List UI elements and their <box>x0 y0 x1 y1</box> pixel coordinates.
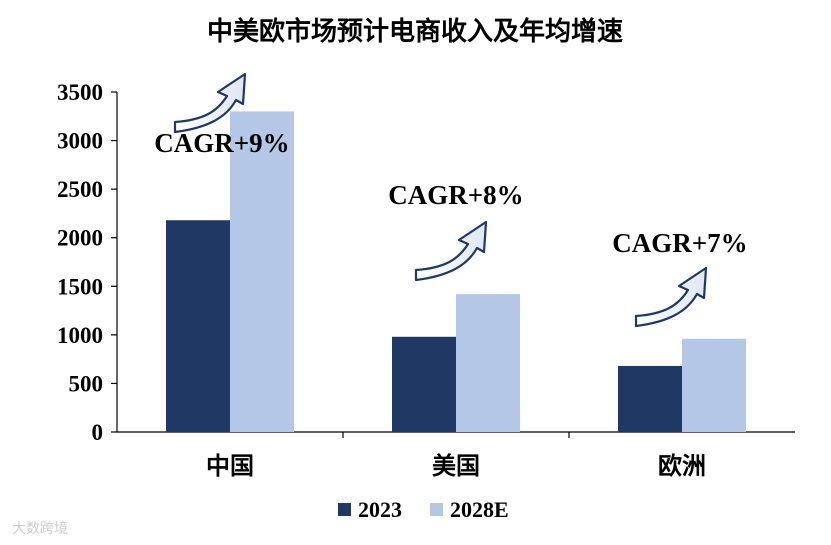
chart-legend: 2023 2028E <box>338 497 509 522</box>
chart-bars <box>166 111 746 432</box>
chart-title: 中美欧市场预计电商收入及年均增速 <box>207 16 623 47</box>
y-tick-label: 1000 <box>57 323 103 348</box>
bar-2023-欧洲 <box>618 365 682 432</box>
y-tick-label: 2000 <box>57 226 103 251</box>
y-tick-label: 2500 <box>57 177 103 202</box>
chart-axes: 0 500 1000 1500 2000 2500 3000 3500 中国 美国 欧洲 <box>57 80 795 480</box>
growth-arrow-icon <box>173 72 247 134</box>
x-tick-label: 欧洲 <box>658 452 706 480</box>
bar-2023-中国 <box>166 220 230 432</box>
cagr-label: CAGR+9% <box>154 128 289 158</box>
y-tick-label: 1500 <box>57 274 103 299</box>
cagr-label: CAGR+8% <box>388 180 523 210</box>
legend-label: 2023 <box>358 497 402 522</box>
x-tick-label: 美国 <box>432 452 480 480</box>
bar-2023-美国 <box>392 336 456 432</box>
y-tick-label: 500 <box>69 371 104 396</box>
cagr-annotations: CAGR+9% CAGR+8% CAGR+7% <box>154 128 747 258</box>
y-tick-label: 3500 <box>57 80 103 105</box>
legend-swatch-2023 <box>338 503 351 516</box>
watermark-text: 大数跨境 <box>12 521 68 537</box>
bar-2028E-中国 <box>230 111 294 432</box>
x-tick-label: 中国 <box>206 452 254 480</box>
growth-arrows <box>173 72 708 328</box>
bar-2028E-欧洲 <box>682 338 746 432</box>
y-tick-label: 3000 <box>57 129 103 154</box>
legend-swatch-2028E <box>430 503 443 516</box>
growth-arrow-icon <box>634 266 708 328</box>
bar-2028E-美国 <box>456 294 520 432</box>
legend-label: 2028E <box>450 497 509 522</box>
y-tick-label: 0 <box>92 420 104 445</box>
cagr-label: CAGR+7% <box>612 228 747 258</box>
growth-arrow-icon <box>414 220 488 282</box>
